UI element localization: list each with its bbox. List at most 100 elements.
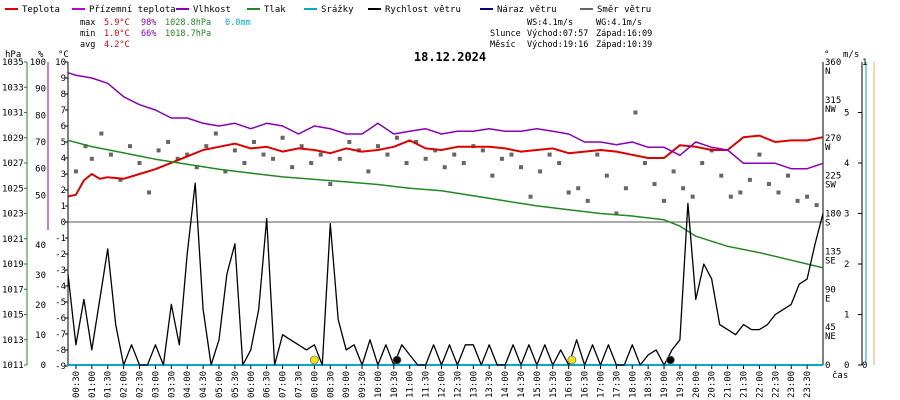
wind-dir-point — [83, 144, 88, 149]
pct-tick: 50 — [35, 191, 46, 201]
rain-tick: 0 — [862, 361, 867, 371]
x-tick-label: 12:00 — [438, 371, 448, 398]
wind-dir-point — [499, 156, 504, 161]
wind-tick: 5 — [844, 109, 849, 119]
x-tick-label: 05:00 — [215, 371, 225, 398]
info-moon-label: Měsíc — [490, 40, 516, 50]
wind-dir-point — [280, 135, 285, 140]
x-tick-label: 15:00 — [533, 371, 543, 398]
series-tlak — [67, 139, 824, 269]
wind-dir-point — [528, 194, 533, 199]
temp-tick: -7 — [55, 330, 66, 340]
x-tick-label: 00:30 — [72, 371, 82, 398]
x-axis-label: čas — [832, 370, 848, 381]
wind-dir-point — [766, 182, 771, 187]
dir-name: SE — [825, 256, 836, 266]
x-tick-label: 23:30 — [803, 371, 813, 398]
stat-min-temp: 1.0°C — [104, 29, 130, 39]
x-tick-label: 18:30 — [644, 371, 654, 398]
wind-dir-point — [795, 198, 800, 203]
temp-tick: -4 — [55, 282, 66, 292]
wind-dir-point — [318, 152, 323, 157]
pct-lower-tick: 20 — [35, 301, 46, 311]
wind-dir-point — [175, 156, 180, 161]
wind-tick: 3 — [844, 210, 849, 220]
wind-dir-point — [747, 177, 752, 182]
stat-min-hum: 66% — [141, 29, 156, 39]
pct-tick: 80 — [35, 111, 46, 121]
x-tick-label: 13:30 — [485, 371, 495, 398]
chart-title: 18.12.2024 — [414, 50, 486, 64]
x-tick-label: 11:30 — [422, 371, 432, 398]
wind-dir-point — [642, 161, 647, 165]
x-tick-label: 01:00 — [88, 371, 98, 398]
event-moon_set — [392, 355, 402, 365]
stat-max-temp: 5.9°C — [104, 18, 130, 28]
temp-tick: 4 — [61, 154, 66, 164]
wind-dir-point — [452, 152, 457, 157]
wind-dir-point — [757, 152, 762, 157]
wind-dir-point — [99, 131, 104, 136]
unit-pct: % — [38, 50, 44, 60]
x-tick-label: 01:30 — [104, 371, 114, 398]
stats: max 5.9°C 98% 1028.8hPa 0.0mm min 1.0°C … — [80, 18, 251, 50]
dir-name: S — [825, 219, 830, 229]
pct-tick: 90 — [35, 85, 46, 95]
temp-tick: 9 — [61, 74, 66, 84]
temp-tick: 10 — [55, 58, 66, 68]
x-tick-label: 07:00 — [279, 371, 289, 398]
wind-dir-point — [728, 194, 733, 199]
wind-dir-point — [242, 161, 247, 165]
hpa-tick: 1023 — [2, 210, 24, 220]
x-tick-label: 22:00 — [755, 371, 765, 398]
x-tick-label: 17:30 — [612, 371, 622, 398]
wind-direction-dots — [73, 110, 819, 216]
wind-dir-point — [251, 139, 256, 144]
hpa-tick: 1027 — [2, 159, 24, 169]
wind-dir-point — [347, 139, 352, 144]
wind-dir-point — [442, 165, 447, 170]
x-tick-label: 14:30 — [517, 371, 527, 398]
wind-dir-point — [89, 156, 94, 161]
wind-dir-point — [557, 161, 562, 165]
wind-dir-point — [814, 203, 819, 208]
x-tick-label: 08:00 — [310, 371, 320, 398]
wind-dir-point — [290, 165, 295, 170]
legend-prizemni-teplota: Přízemní teplota — [89, 5, 176, 15]
stat-min-label: min — [80, 29, 95, 39]
wind-dir-point — [299, 144, 304, 149]
wind-dir-point — [423, 156, 428, 161]
wind-dir-point — [662, 198, 667, 203]
x-tick-label: 06:30 — [263, 371, 273, 398]
temp-tick: -1 — [55, 234, 66, 244]
wind-dir-point — [194, 165, 199, 170]
wind-dir-point — [652, 182, 657, 187]
hpa-tick: 1013 — [2, 336, 24, 346]
legend-vlhkost: Vlhkost — [193, 5, 231, 15]
x-tick-label: 16:30 — [581, 371, 591, 398]
wind-dir-point — [585, 198, 590, 203]
hpa-tick: 1011 — [2, 361, 24, 371]
dir-name: NE — [825, 332, 836, 342]
x-tick-label: 12:30 — [453, 371, 463, 398]
rain-tick: 1 — [862, 58, 867, 68]
wind-dir-point — [433, 148, 438, 153]
wind-dir-point — [73, 169, 78, 174]
x-tick-label: 15:30 — [549, 371, 559, 398]
wind-dir-point — [547, 152, 552, 157]
wind-dir-point — [118, 177, 123, 182]
wind-dir-point — [604, 173, 609, 178]
wind-dir-point — [404, 161, 409, 165]
wind-dir-point — [700, 161, 705, 165]
info-ws: WS:4.1m/s — [527, 18, 573, 28]
wind-dir-point — [681, 186, 686, 191]
wind-dir-point — [261, 152, 266, 157]
pct-tick: 60 — [35, 165, 46, 175]
x-tick-label: 04:00 — [183, 371, 193, 398]
x-tick-label: 21:30 — [740, 371, 750, 398]
wind-dir-point — [271, 156, 276, 161]
info-moon-set: Západ:10:39 — [596, 40, 652, 50]
pct-lower-tick: 10 — [35, 331, 46, 341]
